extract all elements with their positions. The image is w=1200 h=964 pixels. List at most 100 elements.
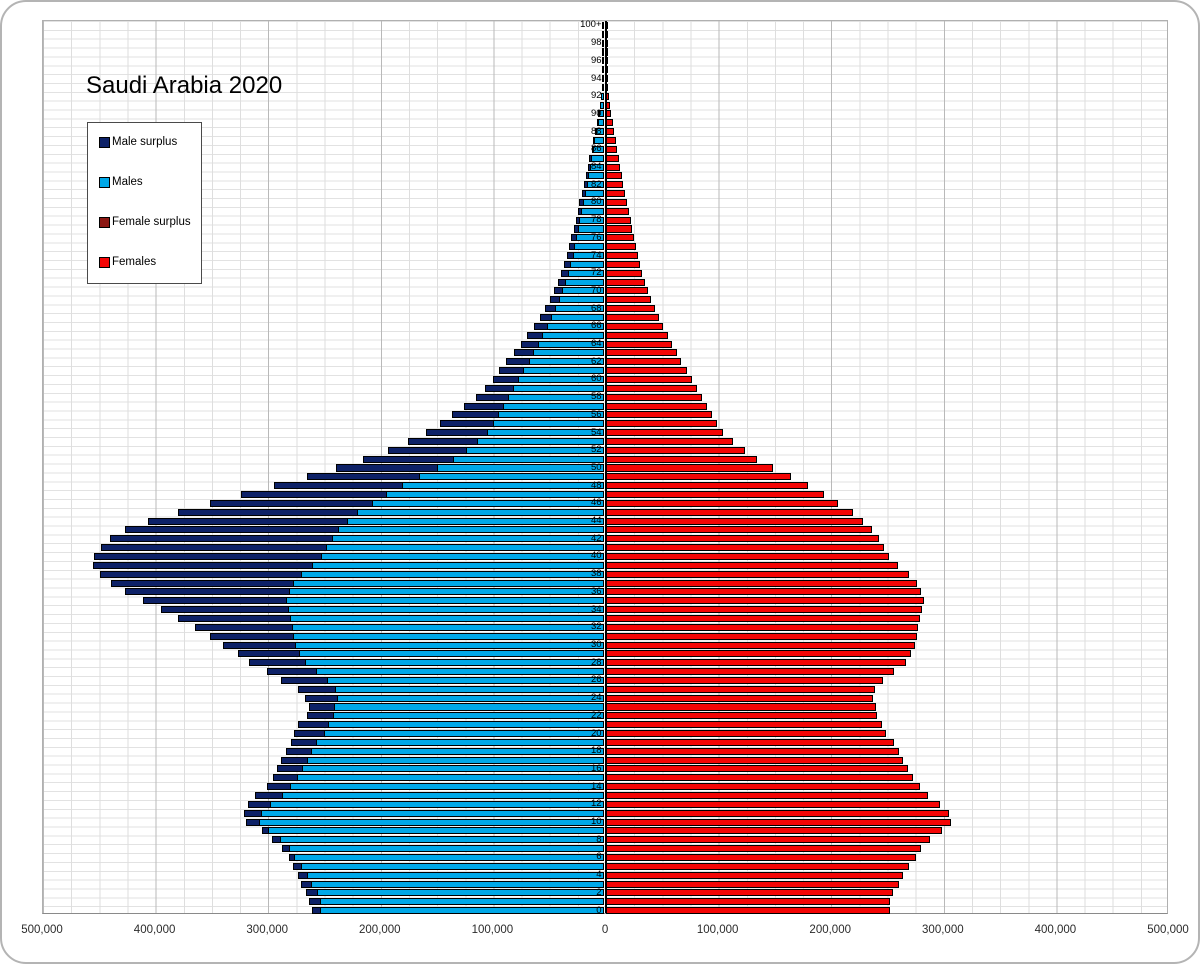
bar-female-age-16 bbox=[606, 765, 908, 773]
bar-male-age-64 bbox=[537, 340, 605, 348]
bar-female-age-73 bbox=[606, 260, 640, 268]
bar-male-age-71 bbox=[565, 278, 605, 286]
bar-female-age-39 bbox=[606, 561, 898, 569]
bar-female-age-55 bbox=[606, 420, 718, 428]
bar-female-age-24 bbox=[606, 694, 873, 702]
bar-male-age-14 bbox=[289, 783, 605, 791]
legend-label: Male surplus bbox=[112, 136, 178, 148]
bar-female-age-46 bbox=[606, 499, 838, 507]
bar-female-age-80 bbox=[606, 198, 628, 206]
bar-female-age-19 bbox=[606, 738, 895, 746]
bar-male-age-92 bbox=[600, 92, 605, 100]
bar-male-age-13 bbox=[281, 791, 605, 800]
x-tick-left-100000: 100,000 bbox=[471, 924, 514, 936]
age-tick-24: 24 bbox=[590, 692, 602, 704]
plot-area: 100+ 98 96 94 92 90 88 86 84 82 80 78 76 74 72 70 68 66 64… bbox=[42, 19, 1169, 915]
bar-female-age-81 bbox=[606, 190, 626, 198]
bar-male-age-93 bbox=[601, 83, 605, 91]
bar-female-age-31 bbox=[606, 632, 917, 640]
bar-male-age-30 bbox=[295, 641, 605, 649]
bar-male-age-79 bbox=[580, 207, 605, 215]
legend-swatch-female-surplus bbox=[99, 216, 110, 228]
bar-male-age-98 bbox=[602, 39, 605, 47]
bar-female-age-54 bbox=[606, 429, 724, 437]
x-tick-left-500000: 500,000 bbox=[21, 924, 63, 936]
age-tick-46: 46 bbox=[590, 497, 602, 509]
bar-female-age-82 bbox=[606, 181, 624, 189]
bar-male-age-65 bbox=[542, 331, 605, 339]
bar-female-age-76 bbox=[606, 234, 635, 242]
bar-male-age-25 bbox=[334, 685, 605, 693]
bar-female-age-62 bbox=[606, 358, 682, 366]
age-tick-58: 58 bbox=[590, 391, 602, 403]
bar-male-age-20 bbox=[323, 730, 605, 738]
bar-male-age-61 bbox=[522, 367, 605, 375]
bar-male-age-95 bbox=[602, 66, 605, 74]
bar-male-age-54 bbox=[486, 429, 605, 437]
bar-female-age-50 bbox=[606, 464, 773, 472]
bar-female-age-68 bbox=[606, 305, 655, 313]
age-tick-12: 12 bbox=[590, 798, 602, 810]
age-tick-18: 18 bbox=[590, 745, 602, 757]
bar-male-age-84 bbox=[589, 163, 605, 171]
bar-male-age-19 bbox=[315, 738, 605, 746]
bar-female-age-85 bbox=[606, 154, 619, 162]
bar-female-age-12 bbox=[606, 800, 941, 808]
bar-female-age-25 bbox=[606, 685, 876, 693]
bar-male-age-44 bbox=[347, 517, 605, 525]
legend-label: Males bbox=[112, 176, 143, 188]
bar-female-age-30 bbox=[606, 641, 915, 649]
bar-female-age-11 bbox=[606, 809, 950, 817]
bar-male-age-99 bbox=[602, 30, 605, 38]
bar-male-age-3 bbox=[311, 880, 605, 888]
bar-female-age-36 bbox=[606, 588, 922, 596]
legend-item-females: Females bbox=[99, 255, 156, 269]
bar-male-age-46 bbox=[372, 499, 605, 507]
age-tick-86: 86 bbox=[590, 143, 602, 155]
x-tick-0: 0 bbox=[601, 924, 609, 936]
bar-female-age-87 bbox=[606, 136, 616, 145]
age-tick-2: 2 bbox=[596, 886, 602, 898]
bar-female-age-3 bbox=[606, 880, 899, 888]
bar-female-age-28 bbox=[606, 659, 906, 667]
bar-female-age-38 bbox=[606, 570, 909, 578]
bar-male-age-40 bbox=[321, 552, 605, 561]
legend-box: Male surplus Males Female surplus Females bbox=[87, 122, 202, 284]
bar-male-age-32 bbox=[292, 623, 605, 631]
bar-male-age-8 bbox=[279, 836, 605, 844]
bar-male-age-15 bbox=[296, 774, 605, 782]
age-tick-54: 54 bbox=[590, 426, 602, 438]
bar-male-age-38 bbox=[301, 570, 605, 578]
legend-swatch-males bbox=[99, 176, 110, 188]
bar-female-age-42 bbox=[606, 535, 879, 543]
bar-male-age-97 bbox=[602, 48, 605, 56]
bar-male-age-81 bbox=[584, 190, 605, 198]
age-tick-76: 76 bbox=[590, 231, 602, 243]
bar-male-age-78 bbox=[579, 216, 605, 224]
bar-male-age-86 bbox=[592, 145, 605, 153]
bar-male-age-36 bbox=[288, 588, 605, 596]
bar-male-age-18 bbox=[311, 747, 605, 755]
age-tick-60: 60 bbox=[590, 373, 602, 385]
bar-male-age-37 bbox=[293, 579, 605, 587]
x-tick-left-200000: 200,000 bbox=[359, 924, 401, 936]
bar-male-age-100 bbox=[602, 21, 605, 29]
age-tick-100plus: 100+ bbox=[580, 19, 602, 31]
age-tick-38: 38 bbox=[590, 568, 602, 580]
bar-male-age-39 bbox=[312, 561, 605, 569]
bar-male-age-63 bbox=[533, 349, 605, 357]
bar-female-age-10 bbox=[606, 818, 951, 826]
x-tick-left-400000: 400,000 bbox=[133, 924, 176, 936]
bar-male-age-22 bbox=[332, 712, 605, 720]
bar-female-age-32 bbox=[606, 623, 918, 631]
age-tick-64: 64 bbox=[590, 338, 602, 350]
age-tick-92: 92 bbox=[590, 90, 602, 102]
bar-female-age-21 bbox=[606, 721, 882, 729]
bar-female-age-37 bbox=[606, 579, 917, 587]
bar-female-age-1 bbox=[606, 898, 890, 906]
bar-female-age-78 bbox=[606, 216, 631, 224]
bar-male-age-55 bbox=[492, 420, 605, 428]
bar-male-age-75 bbox=[574, 243, 605, 251]
x-tick-right-500000: 500,000 bbox=[1147, 924, 1189, 936]
bar-female-age-64 bbox=[606, 340, 673, 348]
